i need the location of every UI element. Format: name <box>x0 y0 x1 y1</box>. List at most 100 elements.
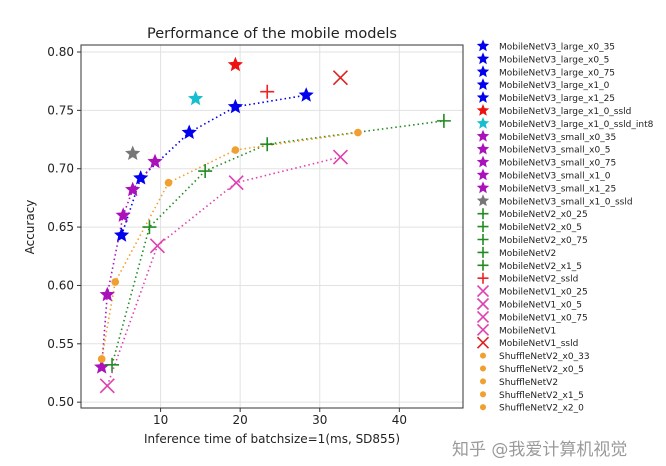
legend-label: MobileNetV2_ssld <box>499 275 578 285</box>
legend-marker-icon <box>476 310 490 323</box>
legend-label: ShuffleNetV2_x2_0 <box>499 404 584 414</box>
data-point <box>111 278 120 286</box>
legend-marker-icon <box>477 234 489 245</box>
data-point <box>436 113 451 128</box>
legend-label: MobileNetV3_large_x0_75 <box>499 68 615 78</box>
legend-label: MobileNetV1 <box>499 326 556 336</box>
data-point <box>105 357 120 372</box>
legend-marker-icon <box>477 221 489 233</box>
legend-marker-icon <box>476 142 490 155</box>
x-tick-label: 20 <box>233 413 248 427</box>
legend-label: MobileNetV3_small_x0_5 <box>499 146 610 156</box>
legend-label: MobileNetV1_x0_25 <box>499 288 588 298</box>
legend-marker-icon <box>476 39 490 52</box>
legend-marker-icon <box>476 297 490 311</box>
legend-marker-icon <box>476 181 490 194</box>
plot-frame <box>80 44 464 409</box>
data-points <box>94 56 451 394</box>
y-tick-label: 0.50 <box>47 395 74 409</box>
y-axis-label: Accuracy <box>23 200 37 255</box>
legend-label: MobileNetV3_large_x0_35 <box>499 43 615 53</box>
watermark: 知乎 @我爱计算机视觉 <box>452 440 628 460</box>
data-point <box>164 178 173 187</box>
legend-label: ShuffleNetV2 <box>499 378 558 388</box>
y-tick-label: 0.70 <box>47 162 74 176</box>
legend-label: MobileNetV1_x0_75 <box>499 313 588 323</box>
legend-marker-icon <box>479 404 487 411</box>
x-tick-label: 40 <box>392 413 407 427</box>
legend-marker-icon <box>476 104 490 116</box>
legend-marker-icon <box>476 194 490 207</box>
legend-label: MobileNetV3_small_x1_0_ssld <box>499 197 633 207</box>
legend-label: MobileNetV3_small_x1_25 <box>499 184 616 194</box>
legend-marker-icon <box>476 168 490 181</box>
data-point <box>181 124 197 139</box>
legend-marker-icon <box>479 352 487 359</box>
data-point <box>115 207 131 222</box>
data-point <box>260 84 275 99</box>
legend-marker-icon <box>476 116 490 129</box>
x-tick-label: 10 <box>153 413 168 427</box>
grid <box>81 45 463 408</box>
y-tick-label: 0.65 <box>47 220 74 234</box>
data-point <box>332 149 349 165</box>
data-point <box>133 170 149 185</box>
data-point <box>114 227 130 242</box>
legend-label: MobileNetV3_large_x1_0_ssld <box>499 107 631 117</box>
legend-marker-icon <box>476 52 490 65</box>
y-tick-label: 0.55 <box>47 337 74 351</box>
x-tick-label: 30 <box>312 413 327 427</box>
legend-label: MobileNetV3_small_x0_75 <box>499 159 616 169</box>
data-point <box>97 355 106 363</box>
legend-marker-icon <box>477 259 489 271</box>
series-line <box>120 94 307 236</box>
legend-marker-icon <box>479 365 487 372</box>
y-tick-label: 0.75 <box>47 103 74 117</box>
legend-label: MobileNetV3_small_x0_35 <box>499 133 616 143</box>
data-point <box>99 286 115 302</box>
chart-title: Performance of the mobile models <box>147 26 397 42</box>
data-point <box>125 181 141 197</box>
series-line <box>100 131 359 360</box>
y-tick-label: 0.60 <box>47 278 74 292</box>
y-tick-label: 0.80 <box>47 45 74 59</box>
data-point <box>125 145 141 160</box>
data-point <box>227 56 243 72</box>
legend-label: MobileNetV3_small_x1_0 <box>499 172 611 182</box>
legend-label: MobileNetV2_x0_75 <box>499 236 588 246</box>
data-point <box>142 220 157 235</box>
legend-marker-icon <box>476 91 490 103</box>
data-point <box>227 98 243 114</box>
legend-marker-icon <box>476 65 490 78</box>
data-point <box>231 146 240 154</box>
data-point <box>188 90 204 106</box>
legend-label: MobileNetV2 <box>499 249 556 259</box>
data-point <box>228 175 244 191</box>
data-point <box>332 70 349 86</box>
data-point <box>147 153 163 169</box>
legend-marker-icon <box>476 129 490 142</box>
series-line <box>100 161 156 368</box>
legend-marker-icon <box>476 336 490 349</box>
legend-label: MobileNetV3_large_x1_25 <box>499 94 615 104</box>
legend-marker-icon <box>479 391 487 398</box>
data-point <box>94 359 110 374</box>
legend-marker-icon <box>476 155 490 168</box>
legend-label: ShuffleNetV2_x0_5 <box>499 365 584 375</box>
legend-marker-icon <box>479 378 487 385</box>
data-point <box>260 137 275 152</box>
ticks: 10 20 30 40 0.50 0.55 0.60 0.65 0.70 0.75 0.80 <box>47 45 407 427</box>
legend-marker-icon <box>476 323 490 336</box>
legend-label: MobileNetV1_ssld <box>499 339 578 349</box>
x-axis-label: Inference time of batchsize=1(ms, SD855) <box>144 432 400 446</box>
legend-label: MobileNetV2_x0_5 <box>499 223 582 233</box>
legend-marker-icon <box>477 208 489 220</box>
legend-marker-icon <box>477 246 489 258</box>
legend-marker-icon <box>476 78 490 90</box>
legend-label: MobileNetV1_x0_5 <box>499 301 582 311</box>
legend-marker-icon <box>477 272 489 284</box>
data-point <box>354 128 362 137</box>
legend-label: MobileNetV2_x1_5 <box>499 262 582 272</box>
legend-label: MobileNetV3_large_x1_0_ssld_int8 <box>499 120 654 130</box>
data-point <box>99 378 115 394</box>
